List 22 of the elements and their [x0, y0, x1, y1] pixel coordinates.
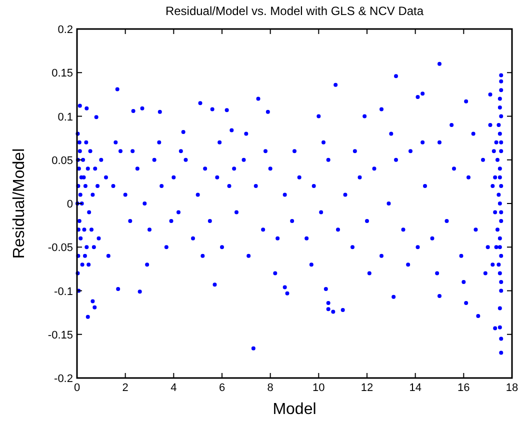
x-tick-label: 4 [170, 382, 177, 394]
x-tick-label: 6 [218, 382, 226, 394]
y-tick-label: -0.1 [54, 286, 73, 298]
y-tick-label: 0.15 [52, 68, 73, 80]
y-tick-label: 0.1 [58, 111, 73, 124]
x-axis-title: Model [272, 401, 316, 418]
x-tick-label: 12 [360, 382, 374, 394]
y-tick-label: 0.2 [58, 24, 73, 36]
y-axis-title: Residual/Model [11, 148, 28, 259]
y-tick-label: -0.05 [48, 242, 73, 254]
x-tick-label: 2 [122, 382, 128, 394]
x-tick-label: 14 [409, 382, 422, 394]
y-tick-label: -0.15 [48, 329, 73, 342]
x-tick-label: 10 [312, 382, 325, 394]
x-tick-label: 8 [267, 382, 274, 394]
y-tick-label: 0.05 [52, 154, 73, 167]
y-tick-label: -0.2 [54, 373, 73, 385]
x-tick-label: 16 [458, 382, 470, 394]
x-tick-label: 18 [506, 382, 518, 394]
x-tick-label: 0 [74, 382, 80, 394]
y-tick-label: 0 [66, 198, 73, 210]
chart-title: Residual/Model vs. Model with GLS & NCV Data [165, 4, 424, 18]
